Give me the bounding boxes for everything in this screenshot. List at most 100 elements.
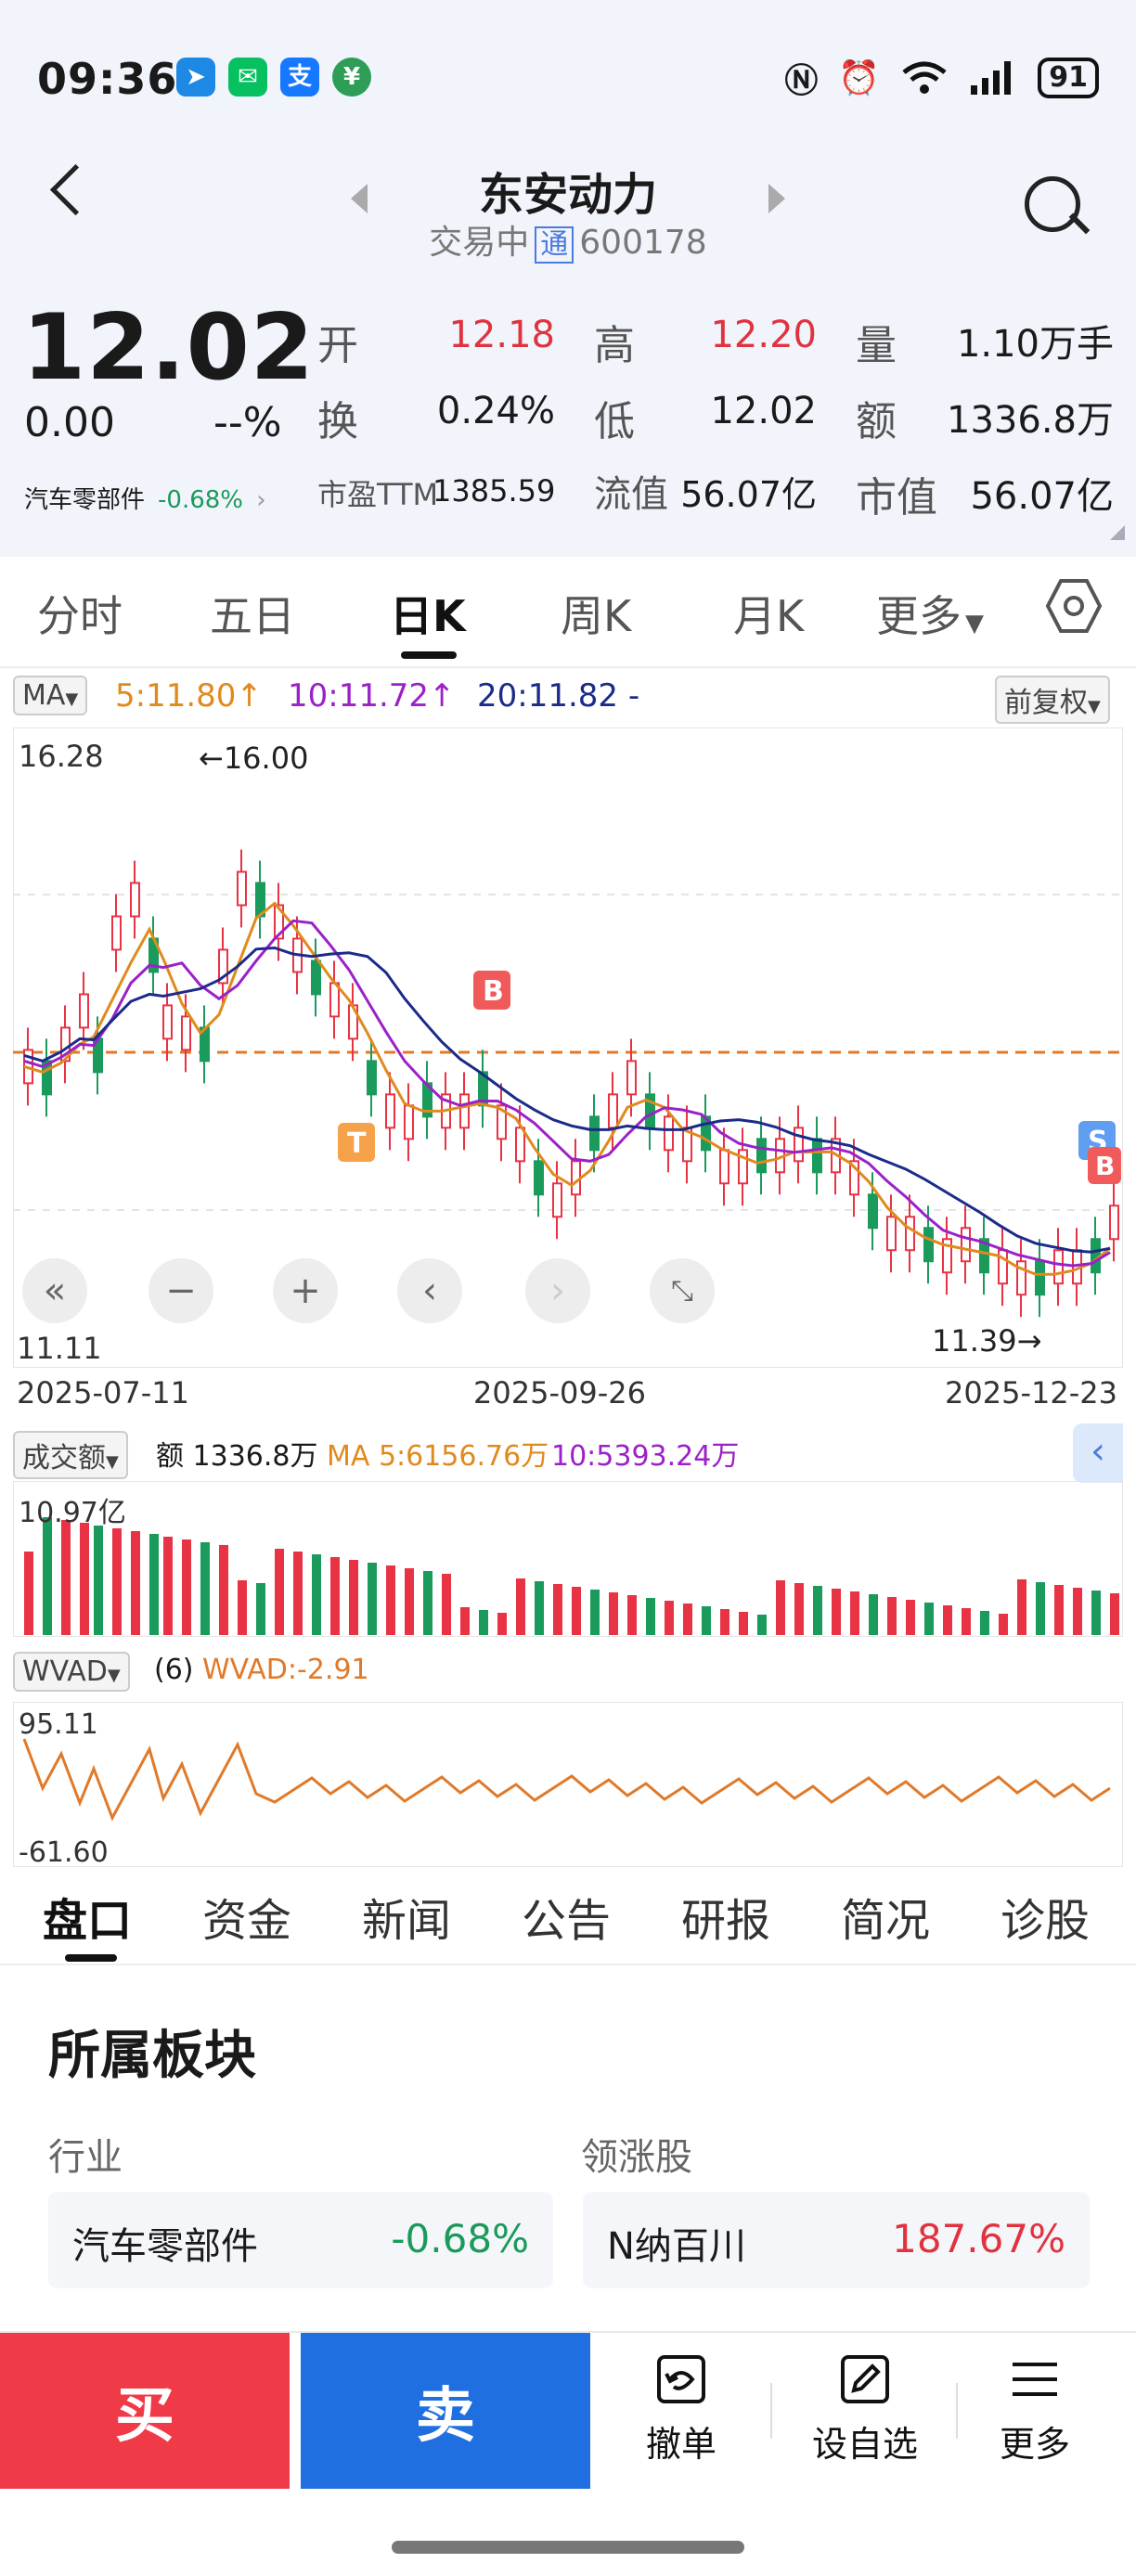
volume-bar [962,1608,971,1635]
candle [1109,1204,1119,1241]
volume-bar [1110,1593,1119,1635]
chevron-right-icon: › [256,486,266,514]
status-icons: Ⓝ ⏰ 91 [784,58,1099,100]
volume-indicator-selector[interactable]: 成交额▼ [13,1431,128,1479]
footer-sep [956,2383,958,2439]
buy-marker-label: B [483,975,504,1008]
volume-bar [80,1523,89,1635]
candle [812,1138,822,1174]
pe-label: 市盈TTM [317,477,439,512]
settings-hexagon-icon[interactable] [1045,577,1103,635]
volume-bar [553,1584,562,1635]
tab-five-day[interactable]: 五日 [210,591,295,641]
date-label-mid: 2025-09-26 [473,1375,646,1410]
low-label: 低 [594,398,635,445]
candle [162,1004,173,1040]
volume-bar [238,1580,247,1635]
wvad-param: (6) [154,1654,194,1686]
tab-profile[interactable]: 简况 [841,1895,931,1947]
volume-bar [1036,1582,1045,1635]
volume-bar [24,1552,33,1635]
tab-capital[interactable]: 资金 [202,1895,292,1947]
indicator-selector[interactable]: MA▼ [13,676,88,715]
tab-monthly-k[interactable]: 月K [733,591,805,641]
candle [794,1127,804,1163]
market-cap-label: 市值 [856,474,937,522]
high-value: 12.20 [710,314,817,356]
t-marker-label: T [347,1127,367,1160]
zoom-out-far-button[interactable]: « [22,1258,87,1323]
volume-bar [627,1595,637,1635]
period-tabbar [0,557,1136,668]
tab-diagnosis[interactable]: 诊股 [1000,1895,1091,1947]
leader-card[interactable]: N纳百川 187.67% [583,2192,1090,2288]
current-price: 12.02 [22,295,315,401]
turnover-value: 0.24% [436,390,555,432]
wvad-indicator-selector[interactable]: WVAD▼ [13,1652,130,1692]
candle [1035,1260,1045,1296]
fullscreen-button[interactable]: ⤡ [650,1258,715,1323]
volume-bar [131,1531,140,1635]
tab-daily-k[interactable]: 日K [390,591,466,641]
candle [130,882,140,918]
zoom-out-button[interactable]: − [148,1258,213,1323]
cancel-order-button[interactable]: 撤单 [626,2351,737,2467]
tab-quote-board[interactable]: 盘口 [43,1895,133,1947]
candle [626,1060,637,1096]
tab-announcements[interactable]: 公告 [522,1895,612,1947]
connect-badge: 通 [535,226,574,264]
tab-news[interactable]: 新闻 [362,1895,452,1947]
volume-chart[interactable]: 10.97亿 [13,1481,1123,1637]
candle [385,1093,395,1129]
volume-bar [850,1591,859,1635]
collapse-panel-button[interactable]: ‹ [1073,1423,1123,1483]
zoom-in-button[interactable]: + [273,1258,338,1323]
sell-button[interactable]: 卖 [301,2333,590,2489]
tab-intraday[interactable]: 分时 [37,591,123,641]
volume-bar [94,1526,103,1635]
volume-bar [646,1598,655,1635]
sector-link[interactable]: 汽车零部件 -0.68% › [24,481,266,515]
buy-button[interactable]: 买 [0,2333,290,2489]
industry-card[interactable]: 汽车零部件 -0.68% [48,2192,553,2288]
search-icon[interactable] [1025,176,1080,232]
add-watchlist-button[interactable]: 设自选 [800,2351,930,2467]
next-stock-button[interactable] [768,184,785,213]
open-value: 12.18 [448,314,555,356]
leader-label: 领涨股 [581,2136,692,2179]
volume-label: 量 [856,322,897,369]
volume-bar [349,1560,358,1635]
volume-bar [739,1612,748,1635]
candle [515,1127,525,1163]
candle [1016,1260,1026,1296]
nfc-icon: Ⓝ [784,62,819,100]
tab-research[interactable]: 研报 [681,1895,771,1947]
wechat-app-icon: ✉ [228,58,267,97]
home-indicator[interactable] [392,2541,744,2554]
scroll-left-button[interactable]: ‹ [397,1258,462,1323]
volume-bar [293,1552,303,1635]
candle [552,1182,562,1218]
adjust-selector[interactable]: 前复权▼ [995,676,1110,724]
ma20-line [23,946,1111,1254]
prev-stock-button[interactable] [351,184,368,213]
volume-bar [1017,1579,1026,1635]
wvad-chart[interactable]: 95.11 -61.60 [13,1702,1123,1867]
expand-corner-icon[interactable] [1110,525,1125,540]
market-cap-value: 56.07亿 [970,475,1114,518]
kline-chart[interactable]: 16.28 ←16.00 11.39→ B T S B [13,728,1123,1368]
volume-bar [330,1557,340,1635]
ma5-line [23,901,1111,1276]
volume-bar [683,1604,692,1635]
adjust-label: 前复权 [1004,687,1088,719]
y-max-label: 16.28 [19,739,104,774]
volume-bar [665,1601,674,1635]
candle [404,1104,414,1140]
candle [311,960,321,996]
scroll-right-button[interactable]: › [525,1258,590,1323]
volume-ma10: 10:5393.24万 [551,1440,740,1473]
tab-more[interactable]: 更多 ▼ [876,583,984,644]
volume-bar [497,1613,507,1635]
tab-weekly-k[interactable]: 周K [561,591,632,641]
more-button[interactable]: 更多 [975,2351,1095,2467]
